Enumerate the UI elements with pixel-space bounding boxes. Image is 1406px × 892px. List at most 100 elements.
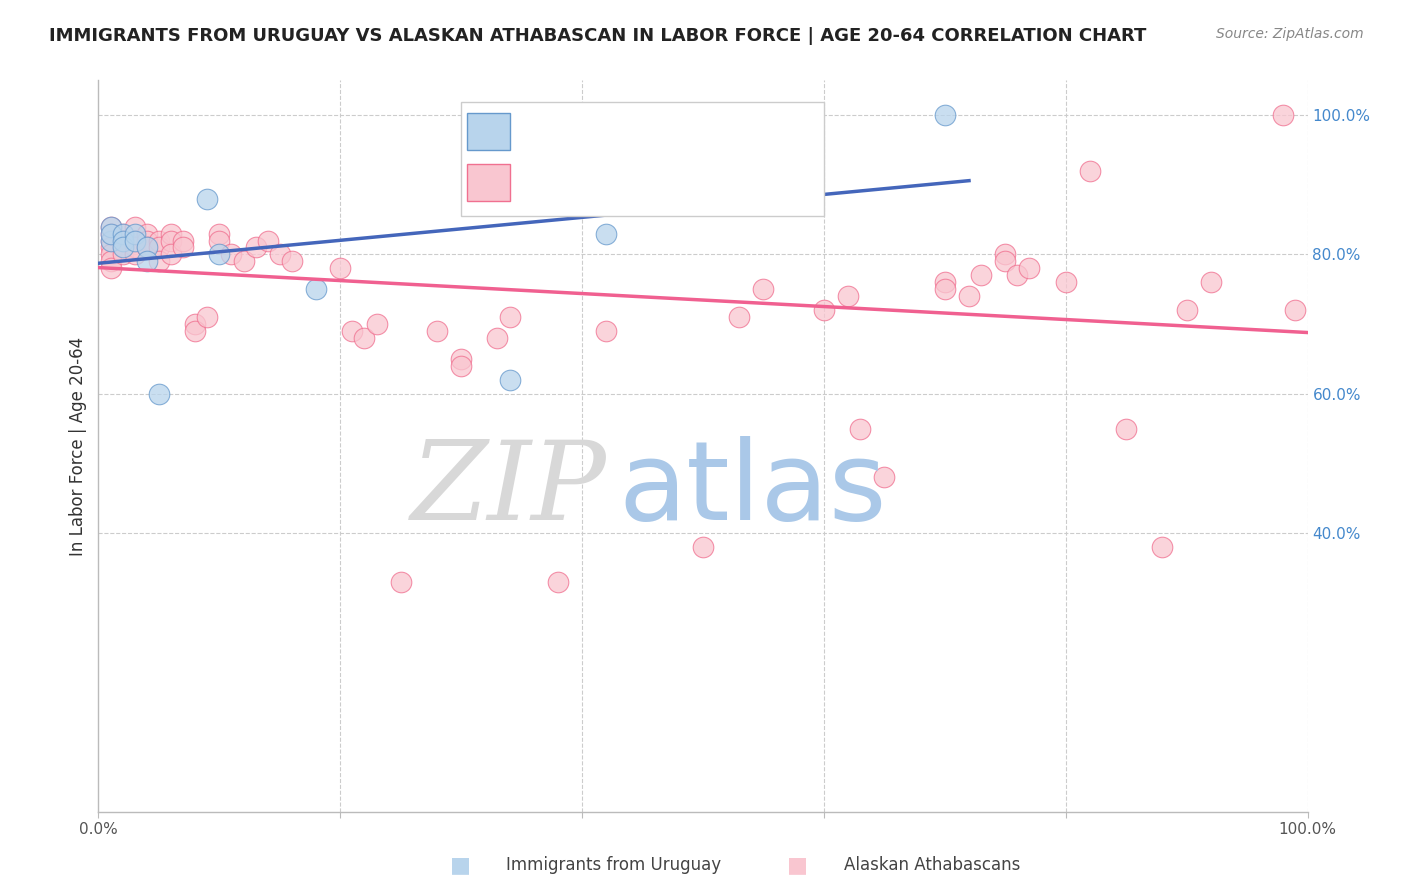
Point	[366, 317, 388, 331]
Point	[184, 317, 207, 331]
Point	[124, 240, 146, 254]
Point	[752, 282, 775, 296]
Point	[389, 574, 412, 589]
Point	[1115, 421, 1137, 435]
Point	[148, 240, 170, 254]
Text: Alaskan Athabascans: Alaskan Athabascans	[844, 856, 1019, 874]
Point	[934, 275, 956, 289]
Point	[849, 421, 872, 435]
Point	[547, 574, 569, 589]
Point	[160, 234, 183, 248]
Point	[100, 234, 122, 248]
FancyBboxPatch shape	[467, 164, 509, 201]
Point	[160, 247, 183, 261]
Point	[111, 247, 134, 261]
Point	[135, 234, 157, 248]
Text: atlas: atlas	[619, 436, 887, 543]
Point	[256, 234, 278, 248]
Point	[100, 227, 122, 241]
Point	[837, 289, 859, 303]
Point	[184, 324, 207, 338]
Point	[426, 324, 449, 338]
Point	[994, 247, 1017, 261]
Text: IMMIGRANTS FROM URUGUAY VS ALASKAN ATHABASCAN IN LABOR FORCE | AGE 20-64 CORRELA: IMMIGRANTS FROM URUGUAY VS ALASKAN ATHAB…	[49, 27, 1146, 45]
Point	[1199, 275, 1222, 289]
Point	[1272, 108, 1295, 122]
Point	[160, 227, 183, 241]
Point	[172, 240, 194, 254]
Point	[111, 234, 134, 248]
Point	[100, 227, 122, 241]
Point	[135, 254, 157, 268]
Point	[111, 227, 134, 241]
Point	[450, 359, 472, 373]
Point	[957, 289, 980, 303]
Point	[135, 227, 157, 241]
Point	[752, 170, 775, 185]
Point	[934, 108, 956, 122]
Point	[245, 240, 267, 254]
Text: R = -0.078   N = 75: R = -0.078 N = 75	[522, 172, 714, 190]
Point	[221, 247, 243, 261]
Point	[100, 219, 122, 234]
Point	[595, 324, 617, 338]
Point	[124, 227, 146, 241]
Point	[111, 240, 134, 254]
Point	[994, 254, 1017, 268]
Point	[111, 240, 134, 254]
Point	[692, 170, 714, 185]
Point	[752, 157, 775, 171]
Point	[692, 540, 714, 554]
Point	[208, 234, 231, 248]
Point	[305, 282, 328, 296]
Point	[124, 234, 146, 248]
Y-axis label: In Labor Force | Age 20-64: In Labor Force | Age 20-64	[69, 336, 87, 556]
Point	[1152, 540, 1174, 554]
Point	[1007, 268, 1029, 283]
Point	[342, 324, 364, 338]
Text: ■: ■	[787, 855, 808, 875]
Point	[232, 254, 254, 268]
Point	[172, 234, 194, 248]
Point	[353, 331, 375, 345]
Text: Source: ZipAtlas.com: Source: ZipAtlas.com	[1216, 27, 1364, 41]
Point	[124, 234, 146, 248]
Point	[100, 234, 122, 248]
Point	[124, 219, 146, 234]
Point	[100, 261, 122, 276]
Point	[269, 247, 291, 261]
Point	[1284, 303, 1306, 318]
Point	[1078, 164, 1101, 178]
Point	[281, 254, 304, 268]
Point	[329, 261, 352, 276]
Text: Immigrants from Uruguay: Immigrants from Uruguay	[506, 856, 721, 874]
Point	[1054, 275, 1077, 289]
Point	[595, 227, 617, 241]
Point	[111, 227, 134, 241]
Point	[934, 282, 956, 296]
Point	[498, 373, 520, 387]
Point	[498, 310, 520, 325]
Point	[970, 268, 993, 283]
Point	[208, 247, 231, 261]
Point	[111, 234, 134, 248]
Point	[100, 254, 122, 268]
Text: R =  0.597   N = 18: R = 0.597 N = 18	[522, 121, 713, 139]
FancyBboxPatch shape	[467, 113, 509, 150]
Point	[195, 192, 218, 206]
Point	[486, 331, 509, 345]
Point	[1018, 261, 1040, 276]
Point	[148, 234, 170, 248]
Point	[148, 386, 170, 401]
Point	[195, 310, 218, 325]
Point	[135, 240, 157, 254]
FancyBboxPatch shape	[461, 103, 824, 216]
Point	[100, 240, 122, 254]
Point	[631, 164, 654, 178]
Point	[450, 351, 472, 366]
Point	[100, 219, 122, 234]
Point	[1175, 303, 1198, 318]
Point	[148, 254, 170, 268]
Point	[135, 240, 157, 254]
Text: ■: ■	[450, 855, 471, 875]
